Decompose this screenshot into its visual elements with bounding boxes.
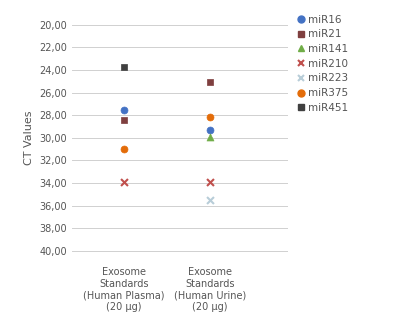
Point — [121, 107, 127, 112]
Legend: miR16, miR21, miR141, miR210, miR223, miR375, miR451: miR16, miR21, miR141, miR210, miR223, mi… — [295, 14, 349, 114]
Point — [121, 146, 127, 152]
Point — [207, 80, 214, 85]
Y-axis label: CT Values: CT Values — [24, 111, 34, 165]
Point — [207, 197, 214, 203]
Point — [207, 134, 214, 139]
Point — [207, 115, 214, 120]
Point — [121, 179, 127, 184]
Point — [207, 179, 214, 184]
Point — [121, 117, 127, 122]
Point — [207, 127, 214, 132]
Point — [121, 64, 127, 69]
